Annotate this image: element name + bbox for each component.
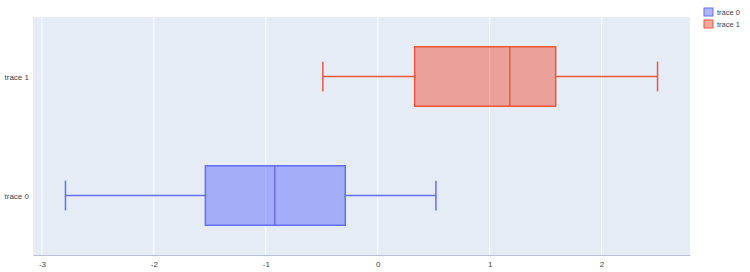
median: [509, 47, 511, 107]
median: [274, 166, 276, 226]
legend: trace 0 trace 1: [704, 8, 740, 29]
x-tick: 1: [488, 255, 493, 269]
x-tick: -1: [263, 255, 271, 269]
grid-line: [377, 17, 378, 255]
grid-line: [153, 17, 154, 255]
x-axis: -3 -2 -1 0 1 2: [34, 255, 691, 269]
x-tick: 0: [376, 255, 381, 269]
x-tick-label: 2: [600, 260, 605, 269]
whisker-cap: [322, 62, 324, 92]
whisker-high: [345, 195, 436, 197]
x-tick-label: -2: [151, 260, 159, 269]
x-tick-label: -1: [263, 260, 271, 269]
whisker-cap: [435, 181, 437, 211]
box: [205, 166, 345, 226]
x-tick: -3: [39, 255, 47, 269]
chart: -3 -2 -1 0 1 2 trace 0 trace 1 trace 0 trace 1: [0, 0, 750, 272]
whisker-cap: [657, 62, 659, 92]
whisker-high: [556, 76, 658, 78]
x-tick: -2: [151, 255, 159, 269]
grid-line: [41, 17, 42, 255]
y-tick-label: trace 1: [5, 73, 30, 82]
x-tick: 2: [600, 255, 605, 269]
y-axis: trace 0 trace 1: [5, 18, 34, 256]
y-tick: trace 0: [5, 192, 33, 201]
x-axis-line: [34, 255, 691, 256]
whisker-low: [323, 76, 415, 78]
box-plot: [65, 166, 435, 226]
boxes: [65, 47, 657, 226]
grid: [42, 17, 602, 255]
y-tick-label: trace 0: [5, 192, 30, 201]
whisker-low: [65, 195, 205, 197]
x-tick-label: 0: [376, 260, 381, 269]
y-tick: trace 1: [5, 73, 33, 82]
x-tick-label: -3: [39, 260, 47, 269]
x-tick-label: 1: [488, 260, 493, 269]
y-axis-line: [33, 18, 34, 256]
legend-swatch: [704, 20, 713, 28]
legend-label: trace 0: [717, 8, 740, 17]
whisker-cap: [65, 181, 67, 211]
plot-background: [33, 17, 690, 255]
legend-swatch: [704, 8, 713, 16]
box: [415, 47, 556, 107]
box-plot: [323, 47, 658, 107]
grid-line: [601, 17, 602, 255]
legend-label: trace 1: [717, 20, 740, 29]
